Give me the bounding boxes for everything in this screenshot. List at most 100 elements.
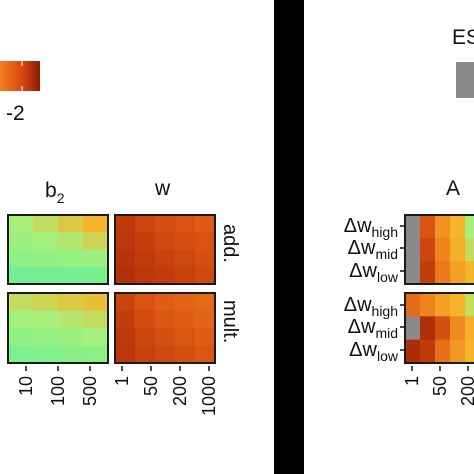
heatmap-cell — [8, 266, 34, 285]
heatmap-cell — [83, 328, 109, 346]
row-label: Δwhigh — [344, 215, 398, 240]
heatmap-cell — [8, 345, 34, 364]
heatmap-cell — [33, 345, 59, 364]
heatmap-cell — [465, 316, 474, 341]
heatmap-cell — [450, 293, 466, 317]
left-colorbar — [0, 61, 40, 91]
heatmap-cell — [135, 293, 156, 311]
heatmap-cell — [435, 339, 451, 364]
heatmap-cell — [83, 215, 109, 233]
heatmap-cell — [195, 249, 216, 268]
facet-header-b2: b2 — [45, 179, 65, 206]
facet-row-label-add: add. — [219, 224, 241, 263]
left-colorbar-tick-label: -2 — [6, 102, 25, 125]
heatmap-cell — [83, 249, 109, 268]
heatmap-cell — [135, 249, 156, 268]
heatmap-cell — [83, 293, 109, 311]
heatmap-cell — [465, 261, 474, 285]
heatmap-cell — [465, 238, 474, 262]
heatmap-cell — [58, 293, 84, 311]
heatmap-panel-b2-add — [7, 214, 109, 285]
row-label: Δwlow — [349, 339, 399, 364]
heatmap-cell — [155, 215, 176, 233]
heatmap-cell — [405, 261, 421, 285]
x-tick-label: 50 — [430, 376, 450, 396]
heatmap-cell — [8, 310, 34, 329]
heatmap-cell — [465, 339, 474, 364]
heatmap-panel-group-1 — [404, 214, 474, 285]
heatmap-cell — [58, 232, 84, 250]
heatmap-cell — [115, 328, 136, 346]
right-heatmap-panels — [404, 214, 474, 364]
heatmap-cell — [33, 232, 59, 250]
heatmap-cell — [115, 215, 136, 233]
heatmap-cell — [135, 266, 156, 285]
x-tick-label: 1000 — [199, 376, 219, 416]
heatmap-cell — [135, 215, 156, 233]
heatmap-panel-group-2 — [404, 292, 474, 364]
facet-header-w: w — [154, 177, 171, 200]
heatmap-cell — [8, 293, 34, 311]
right-x-axis: 1 50 200 — [402, 366, 474, 406]
panel-border — [114, 214, 216, 285]
heatmap-cell — [465, 215, 474, 239]
heatmap-cell — [195, 215, 216, 233]
heatmap-cell — [450, 316, 466, 341]
heatmap-cell — [450, 238, 466, 262]
heatmap-cell — [135, 310, 156, 329]
heatmap-cell — [58, 328, 84, 346]
heatmap-cell — [175, 215, 196, 233]
x-tick-label: 1 — [402, 376, 422, 386]
facet-row-label-mult: mult. — [219, 300, 241, 343]
heatmap-cell — [195, 232, 216, 250]
heatmap-cell — [33, 310, 59, 329]
heatmap-cell — [115, 310, 136, 329]
heatmap-cell — [420, 215, 436, 239]
right-legend-title: ES — [452, 26, 474, 49]
heatmap-cell — [33, 249, 59, 268]
heatmap-cell — [83, 310, 109, 329]
separator-bar — [274, 0, 304, 474]
heatmap-cell — [405, 339, 421, 364]
heatmap-cell — [435, 238, 451, 262]
left-x-axis: 10 100 500 1 50 200 1000 — [16, 366, 219, 416]
x-tick-label: 1 — [112, 376, 132, 386]
heatmap-cell — [58, 310, 84, 329]
heatmap-cell — [135, 232, 156, 250]
heatmap-cell — [58, 345, 84, 364]
heatmap-cell — [155, 293, 176, 311]
heatmap-cell — [115, 293, 136, 311]
heatmap-cell — [435, 261, 451, 285]
heatmap-cell — [465, 293, 474, 317]
heatmap-cell — [405, 238, 421, 262]
panel-border — [7, 292, 109, 364]
heatmap-cell — [115, 345, 136, 364]
x-tick-label: 200 — [170, 376, 190, 406]
heatmap-cell — [195, 266, 216, 285]
x-tick-label: 500 — [80, 376, 100, 406]
heatmap-panel-w-mult — [114, 292, 216, 364]
heatmap-cell — [33, 328, 59, 346]
heatmap-cell — [155, 249, 176, 268]
x-tick-label: 100 — [48, 376, 68, 406]
heatmap-cell — [420, 293, 436, 317]
x-tick-label: 10 — [16, 376, 36, 396]
heatmap-cell — [175, 293, 196, 311]
heatmap-cell — [58, 249, 84, 268]
heatmap-cell — [420, 316, 436, 341]
heatmap-cell — [135, 345, 156, 364]
heatmap-panel-b2-mult — [7, 292, 109, 364]
heatmap-cell — [175, 328, 196, 346]
heatmap-cell — [155, 232, 176, 250]
heatmap-cell — [58, 266, 84, 285]
x-tick-label: 200 — [458, 376, 474, 406]
heatmap-cell — [83, 345, 109, 364]
heatmap-cell — [83, 266, 109, 285]
heatmap-cell — [155, 328, 176, 346]
panel-border — [114, 292, 216, 364]
heatmap-cell — [195, 293, 216, 311]
heatmap-cell — [115, 249, 136, 268]
row-label: Δwmid — [348, 237, 398, 262]
heatmap-cell — [155, 310, 176, 329]
heatmap-cell — [8, 328, 34, 346]
